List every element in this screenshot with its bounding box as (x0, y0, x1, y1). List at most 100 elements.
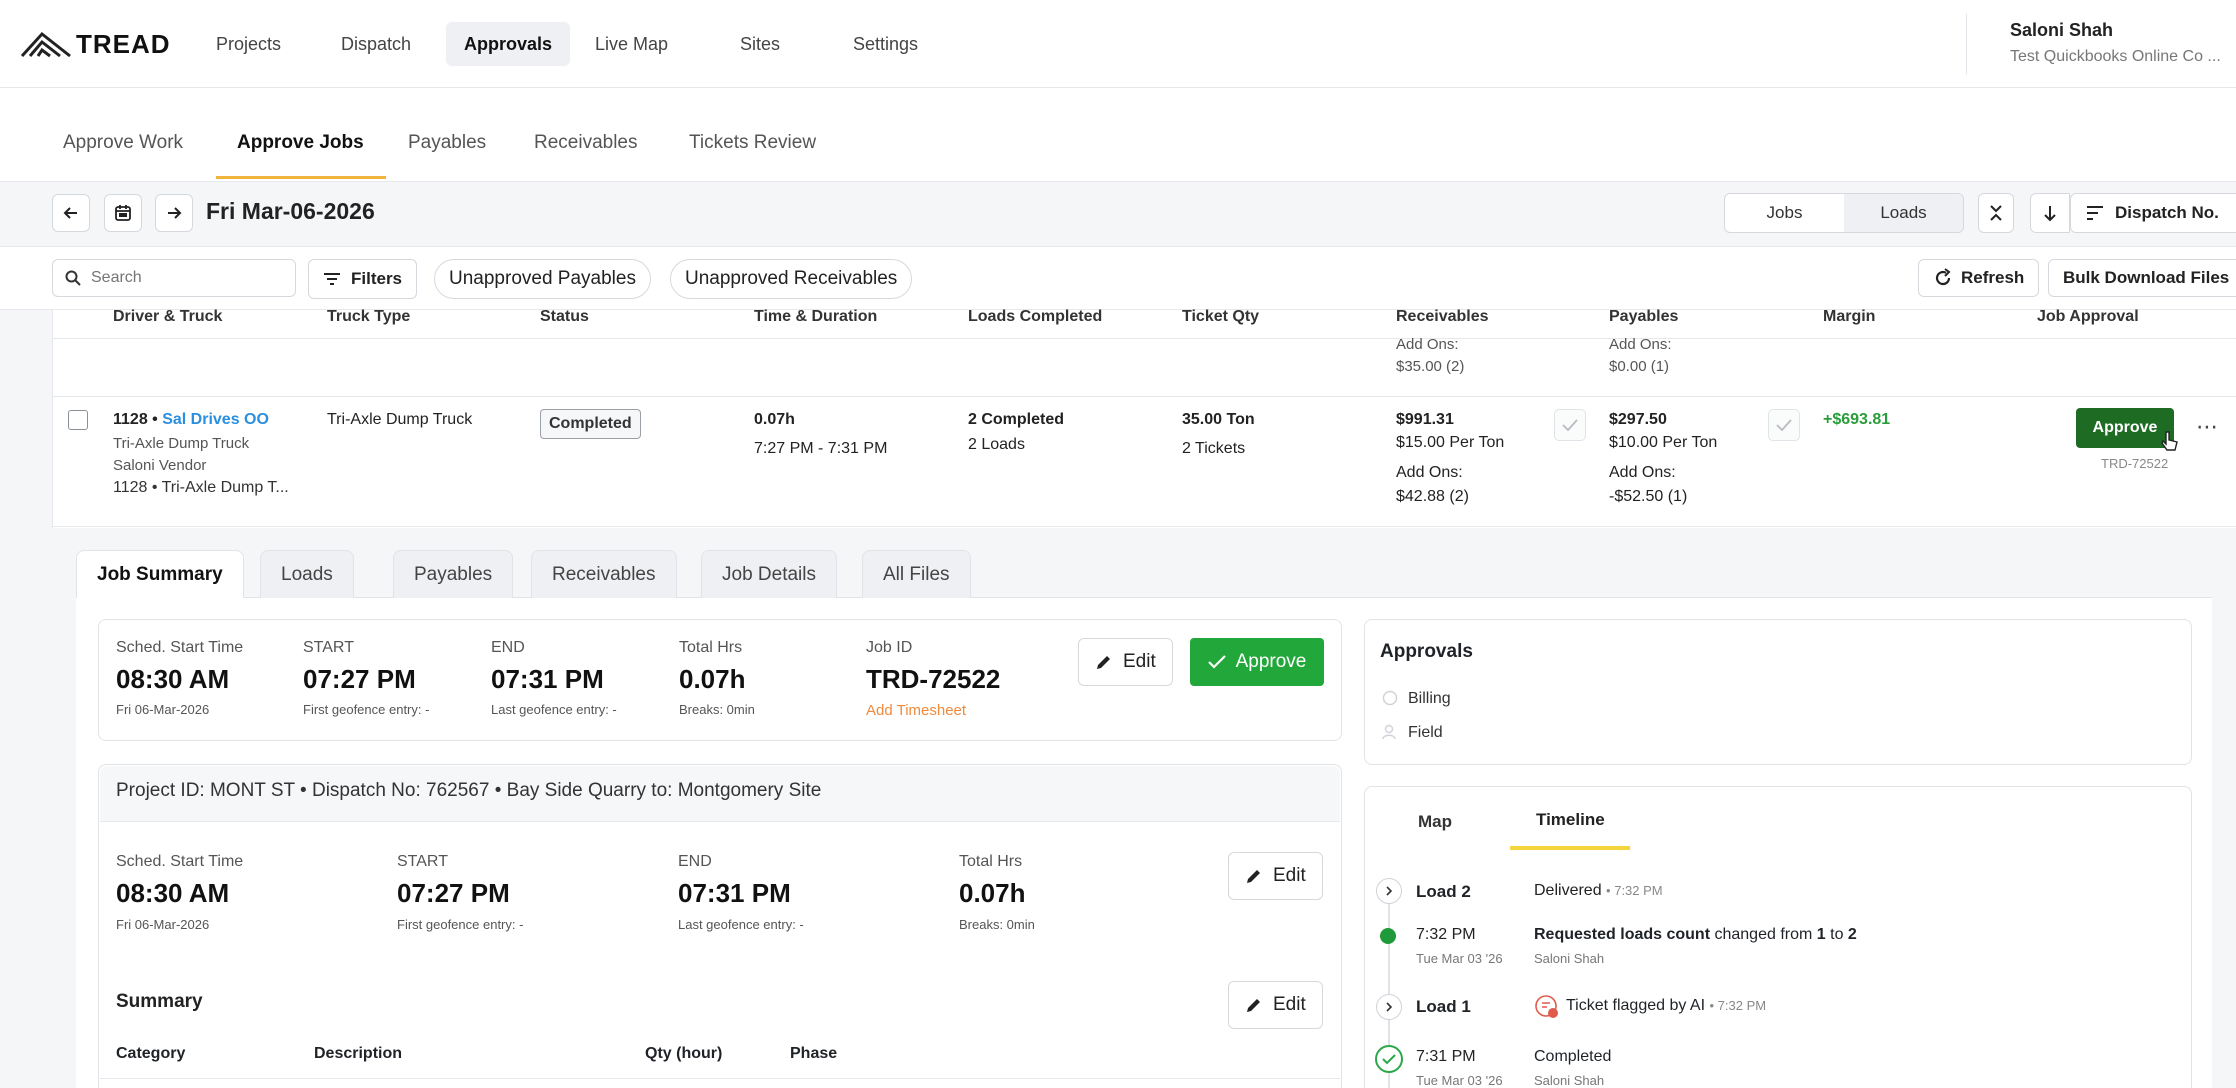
approve-row-button[interactable]: Approve (2076, 408, 2174, 448)
unapproved-payables-chip[interactable]: Unapproved Payables (434, 259, 651, 299)
sched-start-date: Fri 06-Mar-2026 (116, 702, 210, 717)
nav-settings[interactable]: Settings (853, 34, 919, 54)
tab-map[interactable]: Map (1418, 812, 1452, 831)
refresh-button[interactable]: Refresh (1918, 259, 2040, 297)
change-mid: changed from (1710, 926, 1817, 943)
bulk-download-label: Bulk Download Files (2063, 268, 2230, 287)
nav-projects[interactable]: Projects (216, 34, 282, 54)
sort-lines-icon (2087, 206, 2103, 220)
loads-completed: 2 Completed (968, 411, 1065, 428)
payables-approve-check[interactable] (1768, 409, 1800, 441)
col-receivables: Receivables (1396, 308, 1489, 325)
table-header-divider (52, 338, 2236, 339)
project-end-geofence: Last geofence entry: - (678, 917, 804, 932)
unapproved-receivables-chip[interactable]: Unapproved Receivables (670, 259, 913, 299)
collapse-button[interactable] (1978, 193, 2014, 233)
prev-pay-addons: $0.00 (1) (1609, 358, 1670, 375)
sched-start-label: Sched. Start Time (116, 639, 244, 656)
nav-live-map[interactable]: Live Map (595, 34, 669, 54)
summary-title: Summary (116, 991, 203, 1012)
current-date: Fri Mar-06-2026 (206, 198, 375, 224)
change-to: 2 (1847, 926, 1857, 943)
calendar-button[interactable] (104, 194, 142, 232)
sort-direction-button[interactable] (2030, 193, 2070, 233)
subtab-approve-jobs[interactable]: Approve Jobs (237, 132, 364, 153)
nav-sites[interactable]: Sites (740, 34, 781, 54)
table-row: 1128 • Sal Drives OO (113, 411, 269, 429)
user-company[interactable]: Test Quickbooks Online Co ... (2010, 48, 2221, 65)
row-select-checkbox[interactable] (68, 410, 88, 430)
subtab-approve-work[interactable]: Approve Work (63, 132, 184, 153)
approval-billing: Billing (1408, 690, 1451, 707)
load-1-expand[interactable] (1376, 994, 1402, 1020)
job-edit-button[interactable]: Edit (1078, 638, 1173, 686)
prev-date-button[interactable] (52, 194, 90, 232)
project-start-geofence: First geofence entry: - (397, 917, 524, 932)
subtab-payables[interactable]: Payables (408, 132, 487, 153)
tab-payables[interactable]: Payables (393, 550, 514, 598)
refresh-icon (1935, 268, 1951, 286)
pencil-icon (1097, 656, 1110, 669)
end-geofence: Last geofence entry: - (491, 702, 617, 717)
project-edit-button[interactable]: Edit (1228, 852, 1323, 900)
tread-logo[interactable]: TREAD (20, 26, 171, 62)
view-jobs-option[interactable]: Jobs (1766, 203, 1803, 222)
nav-approvals[interactable]: Approvals (446, 22, 571, 66)
payables-rate: $10.00 Per Ton (1609, 434, 1718, 451)
subtab-tickets-review[interactable]: Tickets Review (689, 132, 817, 153)
project-sched-time: 08:30 AM (116, 878, 230, 908)
receivables-addons-label: Add Ons: (1396, 464, 1463, 481)
bulk-download-button[interactable]: Bulk Download Files (2048, 259, 2236, 297)
timeline-event-delivered: Delivered • 7:32 PM (1534, 882, 1663, 900)
truck-full-name: 1128 • Tri-Axle Dump T... (113, 479, 289, 496)
view-toggle[interactable]: Jobs Loads (1724, 193, 1964, 233)
tab-receivables[interactable]: Receivables (531, 550, 677, 598)
check-icon (1562, 419, 1578, 431)
driver-link[interactable]: Sal Drives OO (162, 411, 269, 428)
pencil-icon (1247, 999, 1260, 1012)
jobs-table (52, 310, 2236, 528)
search-box[interactable] (52, 259, 296, 297)
user-name[interactable]: Saloni Shah (2010, 20, 2114, 40)
receivables-total: $991.31 (1396, 411, 1454, 428)
tread-logo-icon (20, 31, 71, 58)
chevron-right-icon (1386, 1002, 1393, 1012)
add-timesheet-link[interactable]: Add Timesheet (866, 702, 967, 719)
completed-check-icon (1375, 1045, 1403, 1073)
receivables-addons: $42.88 (2) (1396, 488, 1469, 505)
refresh-label: Refresh (1961, 268, 2025, 287)
project-sched-date: Fri 06-Mar-2026 (116, 917, 210, 932)
tab-timeline[interactable]: Timeline (1536, 810, 1605, 829)
completed-time: 7:31 PM (1416, 1048, 1476, 1065)
view-loads-option[interactable]: Loads (1844, 194, 1963, 232)
receivables-approve-check[interactable] (1554, 409, 1586, 441)
flagged-time: • 7:32 PM (1709, 998, 1767, 1013)
prev-rec-addons-label: Add Ons: (1396, 336, 1459, 353)
search-icon (65, 270, 81, 286)
tab-loads[interactable]: Loads (260, 550, 354, 598)
job-approve-button[interactable]: Approve (1190, 638, 1324, 686)
next-date-button[interactable] (155, 194, 193, 232)
summary-col-phase: Phase (790, 1045, 838, 1062)
timeline-tab-indicator (1510, 846, 1630, 850)
filters-button[interactable]: Filters (308, 259, 418, 299)
collapse-icon (1990, 205, 2002, 221)
tab-job-summary[interactable]: Job Summary (76, 550, 244, 598)
load-2-expand[interactable] (1376, 878, 1402, 904)
tab-job-details[interactable]: Job Details (701, 550, 837, 598)
more-options-icon[interactable]: ⋯ (2196, 414, 2218, 439)
nav-dispatch[interactable]: Dispatch (341, 34, 412, 54)
search-input[interactable] (91, 269, 281, 287)
summary-edit-button[interactable]: Edit (1228, 981, 1323, 1029)
tab-all-files[interactable]: All Files (862, 550, 971, 598)
timeline-card (1364, 786, 2192, 1088)
end-label: END (491, 639, 525, 656)
job-approve-label: Approve (1235, 651, 1307, 672)
flagged-label: Ticket flagged by AI (1566, 997, 1706, 1014)
time-range: 7:27 PM - 7:31 PM (754, 440, 888, 457)
payables-total: $297.50 (1609, 411, 1667, 428)
top-navbar: TREAD Projects Dispatch Approvals Live M… (0, 0, 2236, 88)
sort-field-button[interactable]: Dispatch No. (2070, 193, 2236, 233)
subtab-receivables[interactable]: Receivables (534, 132, 638, 153)
change-to-word: to (1825, 926, 1848, 943)
